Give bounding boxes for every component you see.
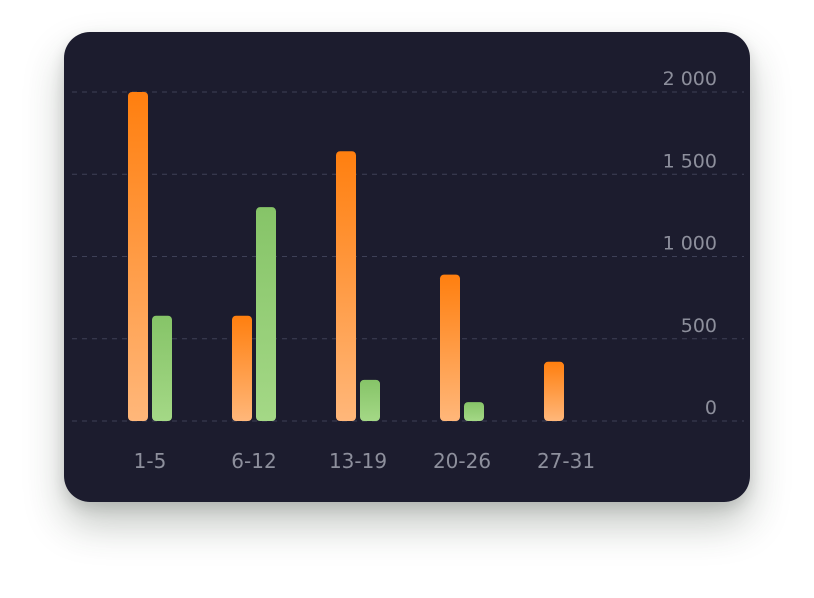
y-tick-label: 2 000 <box>663 68 717 90</box>
bars <box>128 92 564 421</box>
bar-chart: 0 500 1 000 1 500 2 000 1-5 6-12 13-19 20-26 27-… <box>64 32 750 502</box>
y-axis-ticks: 0 500 1 000 1 500 2 000 <box>663 68 717 419</box>
bar-series-1 <box>128 92 148 421</box>
bar-series-1 <box>440 274 460 421</box>
y-tick-label: 1 000 <box>663 233 717 255</box>
bar-series-2 <box>152 315 172 421</box>
bar-series-1 <box>336 151 356 421</box>
x-tick-label: 6-12 <box>231 449 276 473</box>
bar-series-1 <box>544 361 564 421</box>
chart-card: 0 500 1 000 1 500 2 000 1-5 6-12 13-19 20-26 27-… <box>64 32 750 502</box>
x-axis-ticks: 1-5 6-12 13-19 20-26 27-31 <box>134 449 595 473</box>
bar-series-1 <box>232 315 252 421</box>
x-tick-label: 20-26 <box>433 449 491 473</box>
x-tick-label: 1-5 <box>134 449 167 473</box>
y-tick-label: 1 500 <box>663 150 717 172</box>
chart-background <box>64 32 750 502</box>
y-tick-label: 0 <box>705 397 717 419</box>
bar-series-2 <box>360 379 380 421</box>
gridlines <box>72 91 744 422</box>
bar-series-2 <box>256 207 276 421</box>
x-tick-label: 13-19 <box>329 449 387 473</box>
y-tick-label: 500 <box>681 315 717 337</box>
x-tick-label: 27-31 <box>537 449 595 473</box>
bar-series-2 <box>464 402 484 421</box>
